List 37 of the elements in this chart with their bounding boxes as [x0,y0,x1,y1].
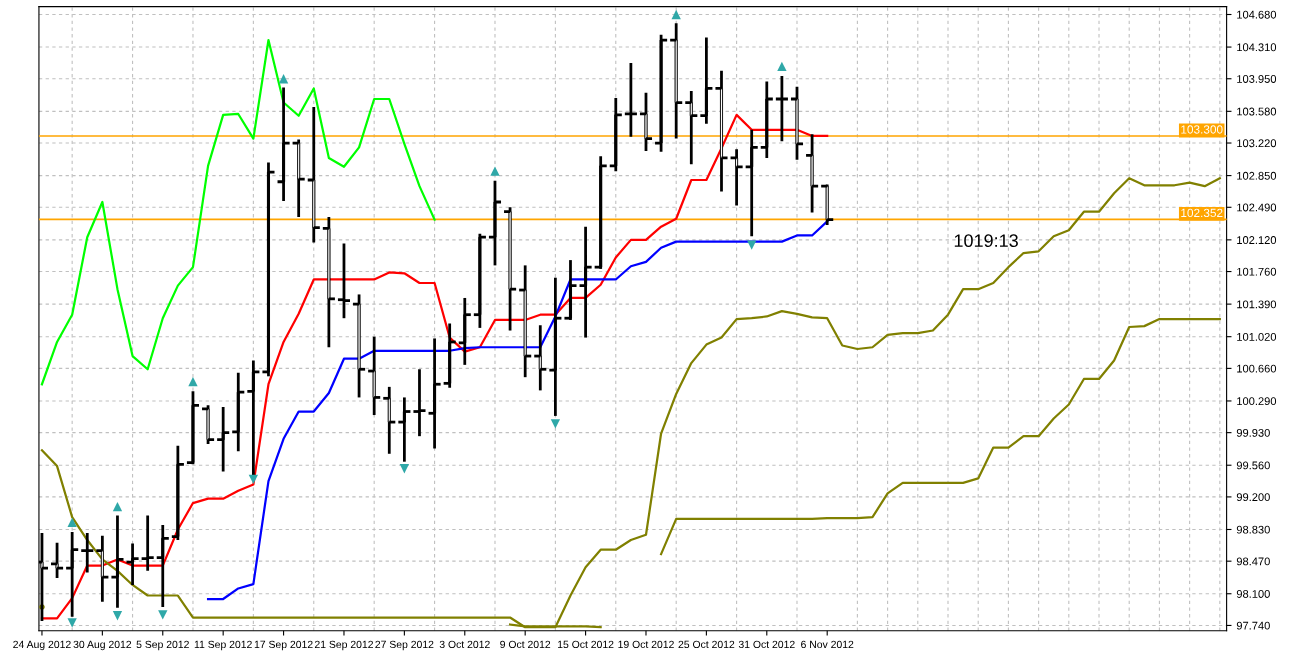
x-tick-label: 17 Sep 2012 [254,640,313,651]
x-tick-label: 24 Aug 2012 [13,640,71,651]
x-tick-label: 3 Oct 2012 [439,640,490,649]
x-tick-label: 25 Oct 2012 [678,640,735,649]
y-tick-label: 104.680 [1237,10,1277,19]
x-tick-label: 15 Oct 2012 [558,640,614,649]
y-tick-label: 101.020 [1237,332,1277,341]
y-tick-label: 103.220 [1237,139,1277,148]
y-tick-label: 102.490 [1237,203,1277,212]
x-tick-label: 19 Oct 2012 [618,640,674,649]
x-tick-label: 31 Oct 2012 [738,640,795,649]
y-tick-label: 99.930 [1236,428,1270,437]
y-tick-label: 98.470 [1236,557,1270,566]
x-tick-label: 9 Oct 2012 [500,640,551,649]
y-tick-label: 102.120 [1237,236,1277,244]
x-tick-label: 27 Sep 2012 [375,640,434,651]
y-tick-label: 98.830 [1236,525,1270,534]
y-tick-label: 103.950 [1237,75,1277,83]
x-tick-label: 21 Sep 2012 [314,640,373,651]
y-tick-label: 101.390 [1237,300,1277,309]
annotation: 1019:13 [954,234,1018,248]
y-tick-label: 103.580 [1237,107,1277,116]
y-tick-label: 100.660 [1237,364,1277,373]
x-tick-label: 6 Nov 2012 [801,640,854,649]
ref-line-label: 103.300 [1181,125,1223,134]
x-tick-label: 5 Sep 2012 [136,640,189,651]
y-tick-label: 99.560 [1236,461,1270,470]
y-tick-label: 98.100 [1236,590,1270,598]
y-tick-label: 102.850 [1237,171,1277,180]
y-tick-label: 101.760 [1237,267,1277,276]
y-tick-label: 99.200 [1236,493,1270,502]
x-tick-label: 11 Sep 2012 [194,640,252,651]
y-tick-label: 97.740 [1236,621,1270,630]
ref-line-label: 102.352 [1181,208,1223,218]
y-tick-label: 100.290 [1237,397,1277,406]
y-tick-label: 104.310 [1237,43,1277,52]
x-tick-label: 30 Aug 2012 [73,640,132,651]
